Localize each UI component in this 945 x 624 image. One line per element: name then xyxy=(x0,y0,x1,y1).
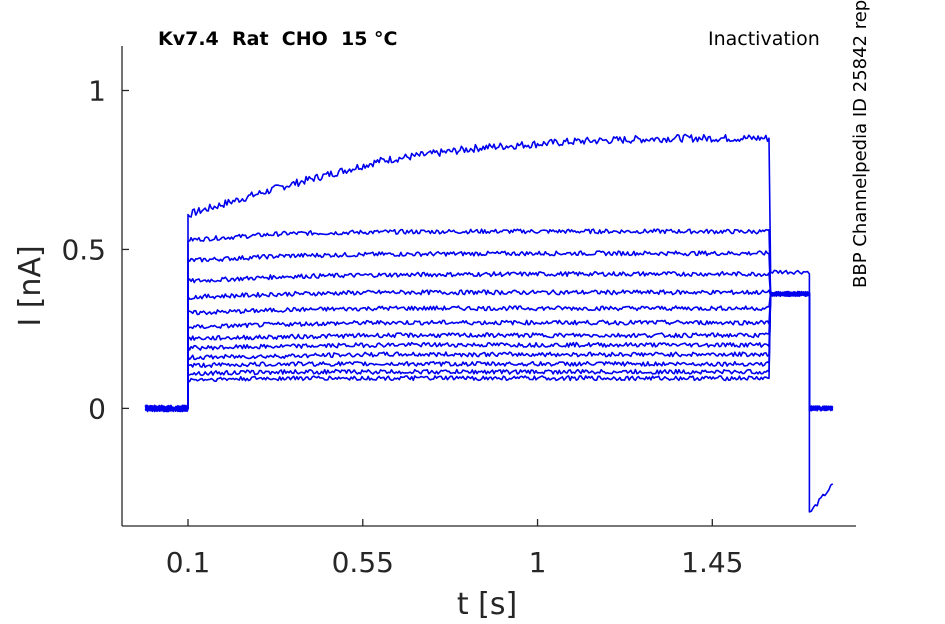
x-tick-label: 0.55 xyxy=(332,546,394,579)
axes-group: 0.1 0.55 1 1.45 0 0.5 1 xyxy=(61,46,856,579)
protocol-label: Inactivation xyxy=(708,28,820,50)
current-trace-12 xyxy=(144,290,834,413)
current-trace-8 xyxy=(144,290,834,413)
current-trace-2 xyxy=(144,228,834,413)
y-tick-label: 0 xyxy=(88,392,106,425)
current-trace-6 xyxy=(145,291,834,413)
y-axis-label: I [nA] xyxy=(13,245,48,326)
current-trace-3 xyxy=(144,250,834,413)
channelpedia-id-label: BBP Channelpedia ID 25842 rep 1 xyxy=(850,0,871,288)
y-tick-label: 1 xyxy=(88,75,106,108)
x-tick-label: 1.45 xyxy=(681,546,743,579)
current-trace-11 xyxy=(144,290,834,412)
current-trace-5 xyxy=(145,289,833,413)
x-tick-label: 1 xyxy=(529,546,547,579)
current-trace-1 xyxy=(145,133,834,513)
chart-title: Kv7.4 Rat CHO 15 °C xyxy=(158,28,398,50)
current-trace-13 xyxy=(145,290,834,413)
current-trace-7 xyxy=(144,291,834,413)
traces-group xyxy=(144,133,834,513)
current-trace-4 xyxy=(145,270,834,412)
x-tick-label: 0.1 xyxy=(166,546,211,579)
current-trace-10 xyxy=(144,291,834,413)
y-tick-label: 0.5 xyxy=(61,233,106,266)
x-axis-label: t [s] xyxy=(457,587,517,622)
current-trace-9 xyxy=(145,290,834,413)
